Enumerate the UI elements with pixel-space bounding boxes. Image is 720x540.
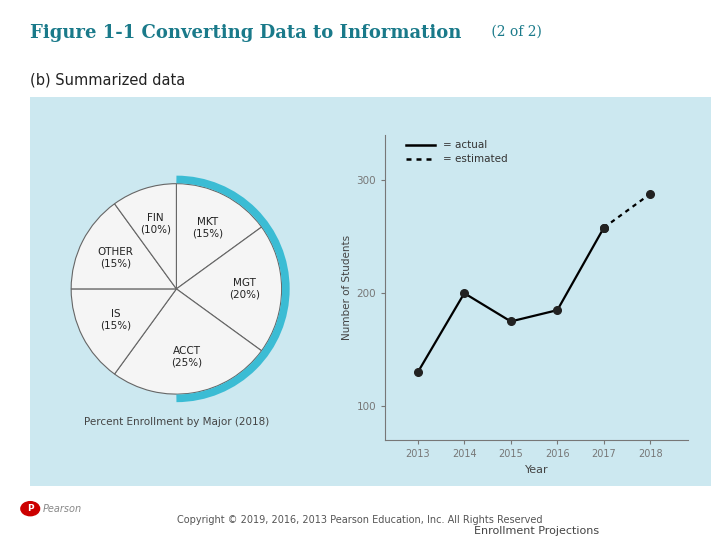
Text: MGT
(20%): MGT (20%) <box>229 278 261 300</box>
Text: Pearson: Pearson <box>43 504 82 514</box>
Legend: = actual, = estimated: = actual, = estimated <box>405 140 508 164</box>
Y-axis label: Number of Students: Number of Students <box>343 235 352 340</box>
Text: FIN
(10%): FIN (10%) <box>140 213 171 235</box>
Text: Enrollment Projections: Enrollment Projections <box>474 525 599 536</box>
X-axis label: Year: Year <box>525 465 548 475</box>
Text: P: P <box>27 504 34 513</box>
Text: MKT
(15%): MKT (15%) <box>192 217 223 239</box>
Text: (2 of 2): (2 of 2) <box>487 24 542 38</box>
Wedge shape <box>176 227 282 351</box>
Text: IS
(15%): IS (15%) <box>100 309 131 331</box>
Text: OTHER
(15%): OTHER (15%) <box>97 247 133 268</box>
Wedge shape <box>71 289 176 374</box>
Text: (b) Summarized data: (b) Summarized data <box>30 73 186 88</box>
Wedge shape <box>176 184 261 289</box>
Text: Copyright © 2019, 2016, 2013 Pearson Education, Inc. All Rights Reserved: Copyright © 2019, 2016, 2013 Pearson Edu… <box>177 515 543 525</box>
Text: Percent Enrollment by Major (2018): Percent Enrollment by Major (2018) <box>84 417 269 427</box>
Wedge shape <box>71 204 176 289</box>
Wedge shape <box>114 289 261 394</box>
Wedge shape <box>114 184 176 289</box>
Text: ACCT
(25%): ACCT (25%) <box>171 346 202 367</box>
Text: Figure 1-1 Converting Data to Information: Figure 1-1 Converting Data to Informatio… <box>30 24 462 42</box>
